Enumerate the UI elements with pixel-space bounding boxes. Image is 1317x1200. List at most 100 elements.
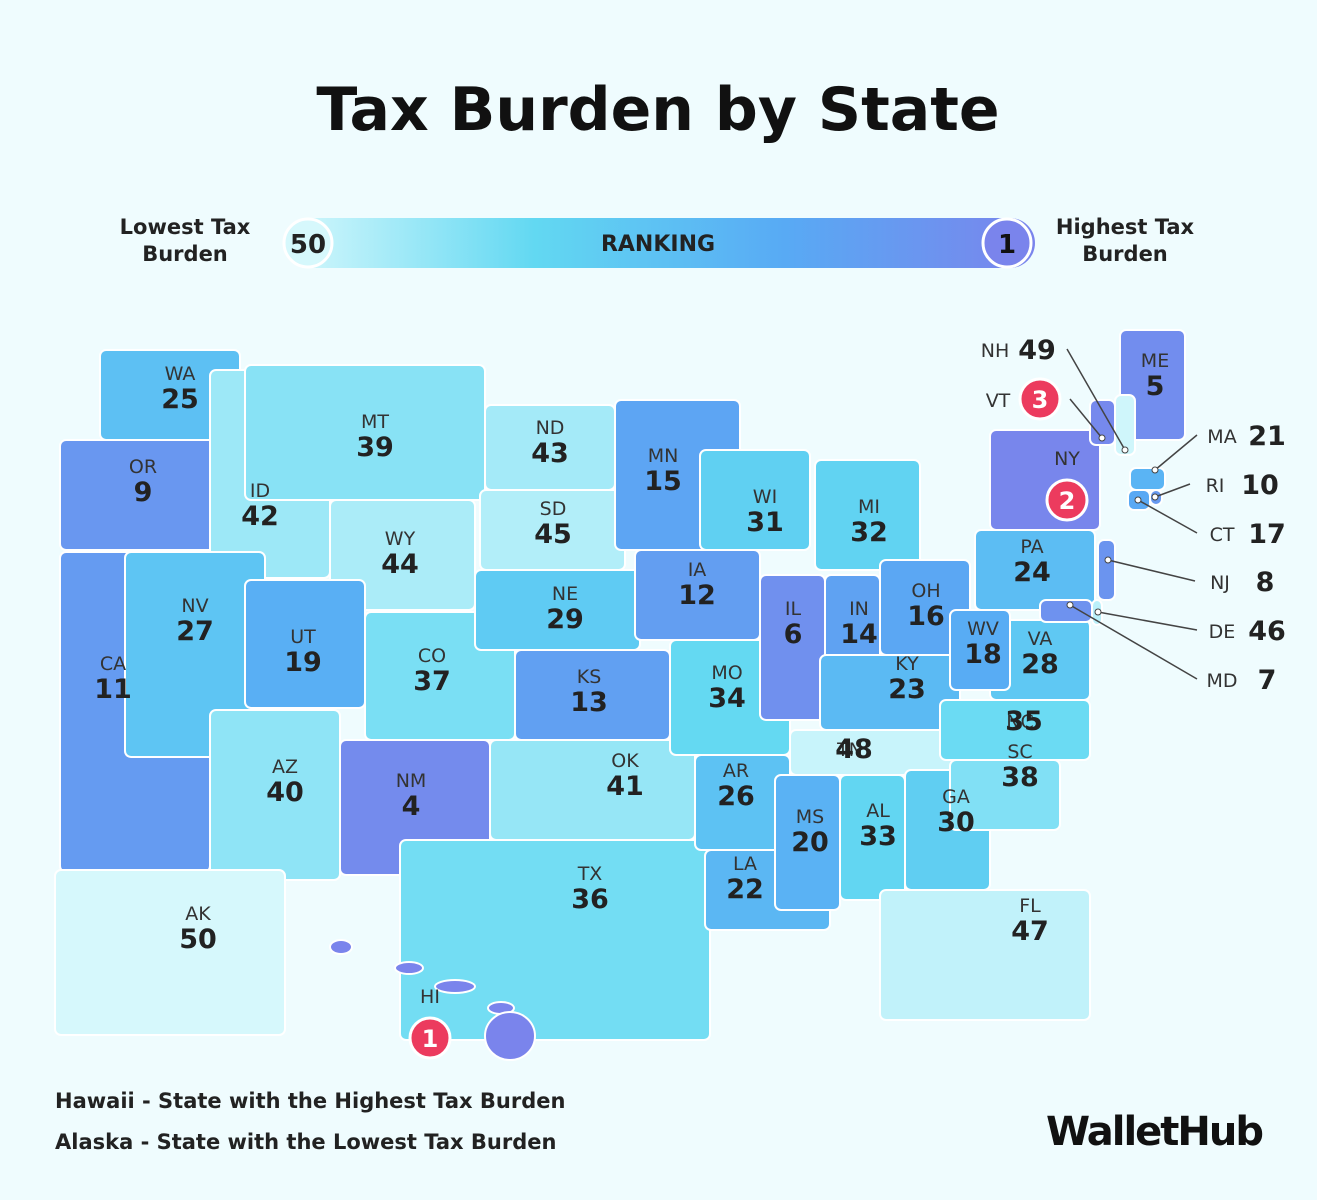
state-abbr: DE — [1209, 621, 1236, 643]
state-rank: 23 — [888, 674, 926, 705]
leader-dot — [1066, 601, 1074, 609]
leader-line — [1154, 434, 1198, 471]
state-abbr: SD — [540, 498, 567, 520]
state-shape — [989, 429, 1101, 531]
state-abbr: IL — [785, 598, 802, 620]
state-abbr: MN — [648, 445, 679, 467]
state-rank: 18 — [964, 639, 1002, 670]
state-abbr: UT — [290, 626, 316, 648]
state-abbr: NC — [1006, 711, 1033, 733]
rank-badge — [408, 1016, 452, 1060]
state-abbr: VT — [986, 390, 1011, 412]
state-abbr: WV — [967, 618, 999, 640]
low-rank: 50 — [290, 230, 326, 260]
state-rank: 33 — [859, 821, 897, 852]
state-abbr: IN — [849, 598, 869, 620]
low-label-box: Lowest Tax Burden — [120, 215, 251, 266]
state-abbr: AL — [866, 800, 890, 822]
state-abbr: NV — [181, 595, 208, 617]
state-rank: 16 — [907, 601, 945, 632]
leader-dot — [1134, 496, 1142, 504]
brand-logo: WalletHub — [1046, 1109, 1262, 1155]
low-badge — [282, 217, 334, 269]
leader-dot — [1094, 608, 1102, 616]
leader-dot — [1151, 493, 1159, 501]
state-shape — [1097, 539, 1116, 601]
state-rank: 27 — [176, 616, 214, 647]
state-rank: 47 — [1011, 916, 1049, 947]
state-abbr: ME — [1141, 350, 1169, 372]
state-rank: 31 — [746, 507, 784, 538]
state-shape — [699, 449, 811, 551]
state-rank: 5 — [1146, 371, 1165, 402]
leader-line — [1069, 604, 1198, 680]
state-abbr: MA — [1207, 426, 1236, 448]
state-rank: 22 — [726, 874, 764, 905]
high-label-box: Highest Tax Burden — [1055, 215, 1195, 266]
state-rank: 14 — [840, 619, 878, 650]
state-rank: 21 — [1248, 421, 1286, 452]
state-abbr: CT — [1210, 524, 1235, 546]
state-shape — [434, 979, 476, 994]
state-rank: 12 — [678, 580, 716, 611]
state-shape — [814, 459, 921, 571]
state-rank: 6 — [784, 619, 803, 650]
state-abbr: IA — [688, 559, 707, 581]
state-abbr: OR — [129, 456, 157, 478]
state-rank: 37 — [413, 666, 451, 697]
leader-line — [1154, 483, 1191, 498]
state-rank: 13 — [570, 687, 608, 718]
high-badge — [981, 217, 1033, 269]
state-abbr: LA — [733, 853, 757, 875]
state-rank: 10 — [1241, 470, 1279, 501]
state-rank: 30 — [937, 807, 975, 838]
state-rank: 46 — [1248, 616, 1286, 647]
state-shape — [1039, 599, 1093, 623]
state-abbr: KY — [895, 653, 919, 675]
state-abbr: SC — [1007, 741, 1032, 763]
state-rank: 19 — [284, 647, 322, 678]
state-abbr: TN — [836, 739, 863, 761]
state-rank: 43 — [531, 438, 569, 469]
state-abbr: MD — [1206, 670, 1237, 692]
state-abbr: OH — [911, 580, 940, 602]
leader-line — [1137, 499, 1198, 534]
state-abbr: ID — [250, 480, 270, 502]
state-abbr: AZ — [272, 756, 298, 778]
state-rank: 3 — [1032, 386, 1049, 414]
state-shape — [329, 939, 353, 955]
state-abbr: PA — [1020, 536, 1043, 558]
state-shape — [399, 839, 711, 1041]
state-rank: 24 — [1013, 557, 1051, 588]
state-shape — [1129, 467, 1166, 491]
high-label: Highest Tax Burden — [1055, 215, 1195, 266]
state-shape — [394, 961, 424, 975]
state-shape — [489, 739, 696, 841]
state-abbr: WI — [753, 486, 777, 508]
state-abbr: KS — [577, 666, 602, 688]
state-rank: 44 — [381, 549, 419, 580]
state-abbr: WA — [165, 363, 196, 385]
state-rank: 2 — [1059, 487, 1076, 515]
note: Hawaii - State with the Highest Tax Burd… — [55, 1089, 565, 1113]
state-abbr: TX — [577, 863, 603, 885]
state-rank: 1 — [422, 1025, 439, 1053]
state-abbr: WY — [385, 528, 416, 550]
state-rank: 38 — [1001, 762, 1039, 793]
state-rank: 40 — [266, 777, 304, 808]
leader-dot — [1104, 556, 1112, 564]
state-rank: 25 — [161, 384, 199, 415]
state-rank: 42 — [241, 501, 279, 532]
state-rank: 20 — [791, 827, 829, 858]
leader-line — [1066, 348, 1126, 451]
state-shape — [329, 499, 476, 611]
state-abbr: MT — [361, 411, 389, 433]
leader-line — [1069, 398, 1103, 439]
state-rank: 34 — [708, 683, 746, 714]
state-rank: 7 — [1258, 665, 1277, 696]
state-abbr: AK — [185, 903, 211, 925]
state-abbr: RI — [1206, 475, 1225, 497]
state-rank: 11 — [94, 674, 132, 705]
state-abbr: CO — [418, 645, 446, 667]
